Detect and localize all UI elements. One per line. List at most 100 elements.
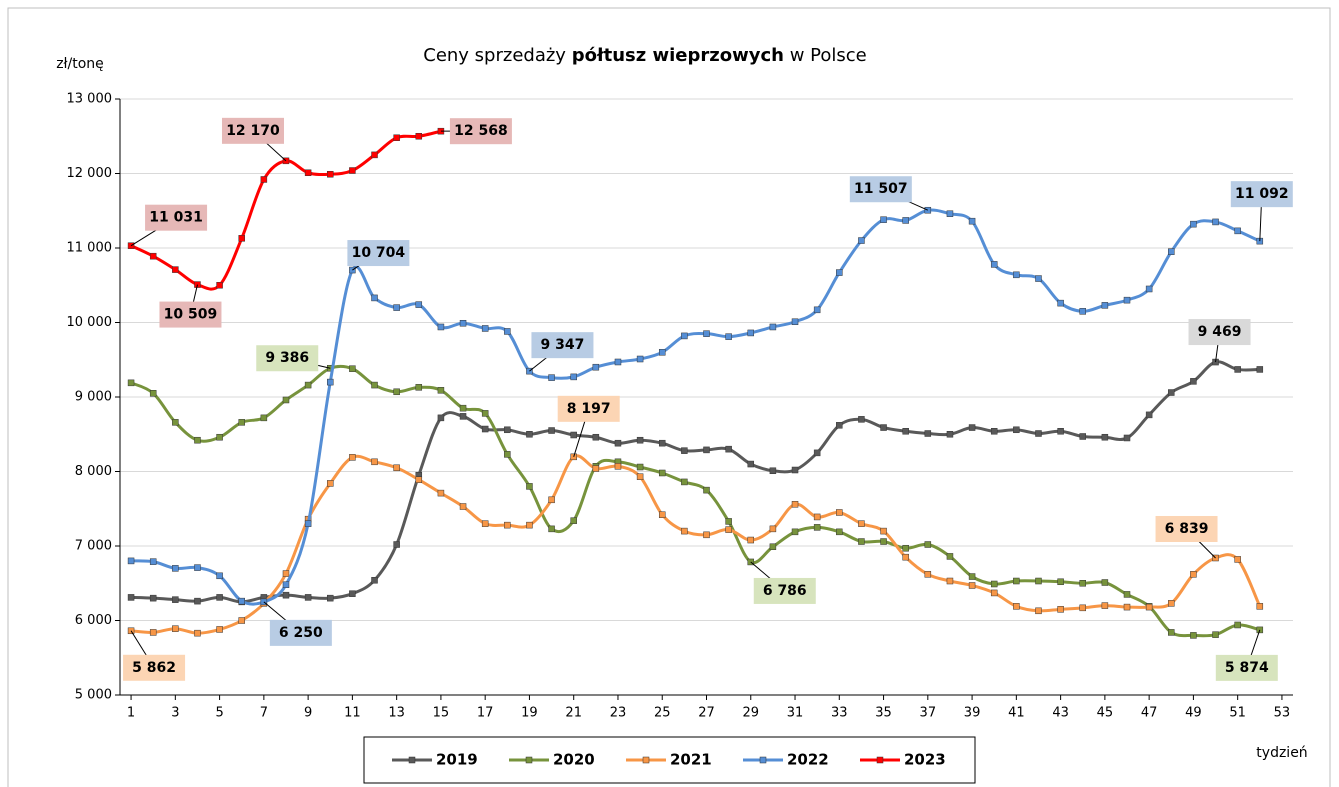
series-line <box>130 364 1261 638</box>
x-tick-label: 23 <box>610 706 627 721</box>
point-marker <box>990 589 998 597</box>
point-marker <box>1101 579 1109 586</box>
point-marker <box>526 521 533 529</box>
data-label: 10 509 <box>164 307 218 323</box>
point-marker <box>127 557 135 565</box>
data-label: 5 862 <box>132 660 176 676</box>
x-tick-label: 35 <box>875 706 892 721</box>
point-marker <box>349 454 356 461</box>
point-marker <box>636 436 644 444</box>
data-label: 8 197 <box>567 401 611 417</box>
x-tick-label: 11 <box>344 706 361 721</box>
point-marker <box>127 379 135 387</box>
point-marker <box>1145 603 1153 611</box>
point-marker <box>725 333 732 340</box>
point-marker <box>1190 220 1197 228</box>
point-marker <box>813 306 821 314</box>
y-tick-label: 11 000 <box>67 241 113 256</box>
x-tick-label: 13 <box>388 706 405 721</box>
point-marker <box>393 388 400 396</box>
point-marker <box>592 433 600 441</box>
point-marker <box>570 431 577 439</box>
point-marker <box>1168 389 1175 396</box>
legend-label: 2020 <box>553 751 595 769</box>
label-box <box>449 118 512 145</box>
point-marker <box>194 436 201 444</box>
point-marker <box>415 133 423 140</box>
point-marker <box>393 541 400 548</box>
point-marker <box>636 355 644 363</box>
point-marker <box>968 582 976 589</box>
point-marker <box>592 465 600 472</box>
legend-marker <box>525 756 533 764</box>
y-tick-label: 6 000 <box>75 613 112 628</box>
point-marker <box>614 463 622 470</box>
x-tick-label: 33 <box>831 706 848 721</box>
point-marker <box>393 304 400 311</box>
point-marker <box>1168 600 1175 607</box>
point-marker <box>349 365 356 372</box>
point-marker <box>1234 621 1241 629</box>
point-marker <box>1190 378 1197 385</box>
x-tick-label: 43 <box>1052 706 1069 721</box>
point-marker <box>526 483 533 490</box>
point-marker <box>858 538 865 545</box>
point-marker <box>924 571 932 578</box>
point-marker <box>1035 577 1042 585</box>
point-marker <box>658 511 666 518</box>
point-marker <box>902 428 909 435</box>
point-marker <box>725 518 732 525</box>
point-marker <box>836 528 843 536</box>
point-marker <box>592 363 600 371</box>
point-marker <box>858 237 865 244</box>
point-marker <box>703 486 710 494</box>
point-marker <box>813 449 821 457</box>
point-marker <box>1079 580 1086 587</box>
y-tick-label: 7 000 <box>75 539 112 554</box>
label-box <box>123 654 186 681</box>
point-marker <box>238 617 245 624</box>
point-marker <box>1057 578 1064 586</box>
point-marker <box>813 513 821 521</box>
point-marker <box>459 319 467 327</box>
point-marker <box>548 496 555 504</box>
point-marker <box>968 573 976 580</box>
point-marker <box>504 451 511 458</box>
point-marker <box>194 597 201 605</box>
point-marker <box>216 594 223 601</box>
point-marker <box>968 217 976 225</box>
x-tick-label: 29 <box>742 706 759 721</box>
point-marker <box>1123 591 1131 598</box>
label-box <box>1215 654 1278 681</box>
point-marker <box>282 581 290 588</box>
point-marker <box>371 458 378 466</box>
point-marker <box>990 580 998 588</box>
point-marker <box>1101 302 1109 309</box>
point-marker <box>880 424 887 431</box>
point-marker <box>1168 248 1175 255</box>
point-marker <box>172 419 179 426</box>
point-marker <box>813 524 821 531</box>
point-marker <box>1168 629 1175 636</box>
point-marker <box>149 629 157 636</box>
point-marker <box>990 261 998 268</box>
point-marker <box>769 323 777 331</box>
series-line <box>130 454 1262 635</box>
legend-label: 2023 <box>904 751 946 769</box>
point-marker <box>172 596 179 603</box>
point-marker <box>636 463 644 471</box>
point-marker <box>747 329 755 337</box>
point-marker <box>371 381 378 389</box>
point-marker <box>636 473 644 480</box>
legend-label: 2022 <box>787 751 829 769</box>
point-marker <box>238 419 245 426</box>
point-marker <box>481 425 489 433</box>
legend-marker <box>408 756 416 764</box>
data-label: 11 092 <box>1235 186 1289 202</box>
point-marker <box>238 597 245 605</box>
point-marker <box>393 464 400 472</box>
x-tick-label: 25 <box>654 706 671 721</box>
label-box <box>221 117 284 144</box>
